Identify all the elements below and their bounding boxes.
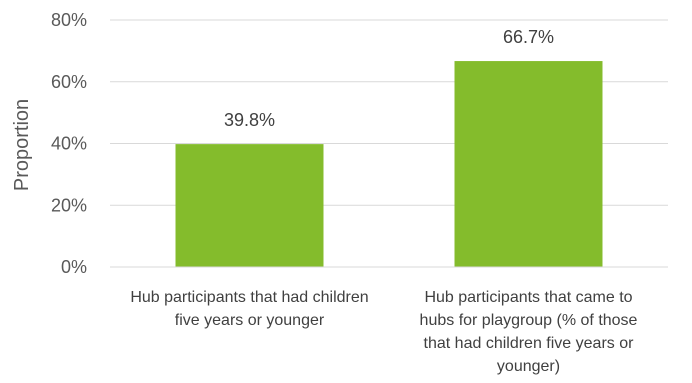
data-label: 39.8%	[224, 110, 275, 130]
y-tick-label: 20%	[51, 195, 87, 215]
y-tick-label: 60%	[51, 72, 87, 92]
bar	[454, 61, 603, 267]
data-labels: 39.8% 66.7%	[224, 27, 554, 130]
y-axis-label: Proportion	[11, 99, 33, 191]
y-tick-label: 0%	[61, 257, 87, 277]
category-labels: Hub participants that had children five y…	[130, 289, 637, 375]
y-tick-label: 80%	[51, 10, 87, 30]
y-axis-ticks: 0% 20% 40% 60% 80%	[51, 10, 87, 277]
bars	[175, 61, 603, 267]
data-label: 66.7%	[503, 27, 554, 47]
bar	[175, 144, 324, 267]
y-tick-label: 40%	[51, 134, 87, 154]
x-tick-label: Hub participants that had children five y…	[130, 289, 368, 329]
x-tick-label: Hub participants that came to hubs for pl…	[420, 289, 638, 375]
